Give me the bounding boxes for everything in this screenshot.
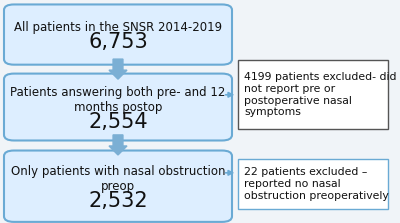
Polygon shape bbox=[109, 135, 127, 155]
FancyBboxPatch shape bbox=[238, 60, 388, 129]
FancyBboxPatch shape bbox=[4, 4, 232, 65]
Text: 6,753: 6,753 bbox=[88, 32, 148, 52]
Text: 2,532: 2,532 bbox=[88, 191, 148, 211]
FancyBboxPatch shape bbox=[238, 159, 388, 209]
Text: 22 patients excluded –
reported no nasal
obstruction preoperatively: 22 patients excluded – reported no nasal… bbox=[244, 167, 389, 200]
Polygon shape bbox=[109, 59, 127, 79]
Text: 4199 patients excluded- did
not report pre or
postoperative nasal
symptoms: 4199 patients excluded- did not report p… bbox=[244, 72, 396, 117]
Text: Only patients with nasal obstruction: Only patients with nasal obstruction bbox=[11, 165, 225, 178]
Text: months postop: months postop bbox=[74, 101, 162, 114]
FancyBboxPatch shape bbox=[4, 74, 232, 140]
Text: preop: preop bbox=[101, 180, 135, 193]
Text: 2,554: 2,554 bbox=[88, 112, 148, 132]
Text: Patients answering both pre- and 12: Patients answering both pre- and 12 bbox=[10, 86, 226, 99]
Text: All patients in the SNSR 2014-2019: All patients in the SNSR 2014-2019 bbox=[14, 21, 222, 34]
FancyBboxPatch shape bbox=[4, 151, 232, 222]
